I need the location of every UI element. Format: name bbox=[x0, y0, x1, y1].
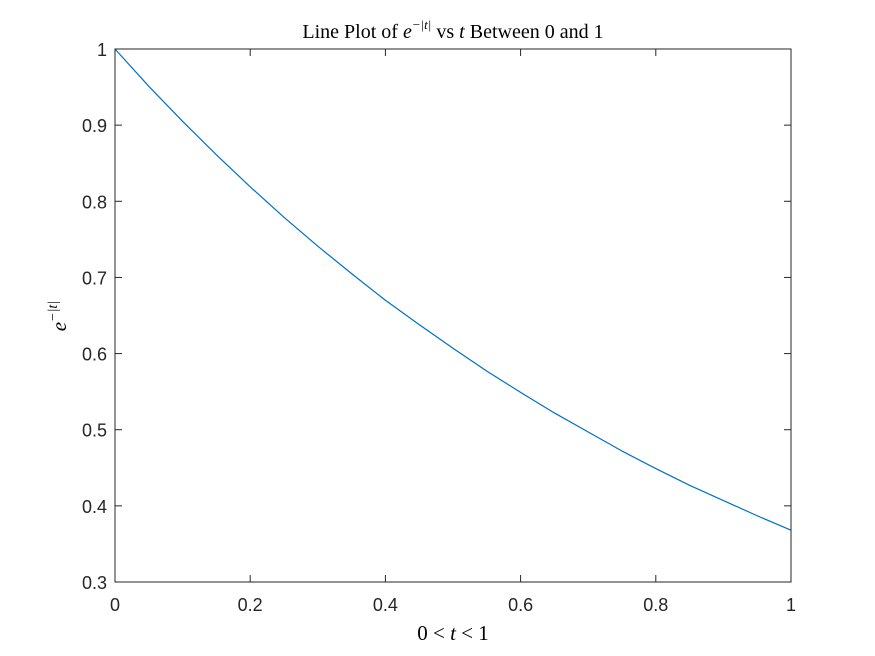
y-tick-label: 0.5 bbox=[82, 421, 107, 441]
y-tick-label: 0.3 bbox=[82, 573, 107, 593]
ylabel-exponent: −|t| bbox=[46, 301, 61, 322]
chart-title: Line Plot of e−|t| vs t Between 0 and 1 bbox=[302, 17, 603, 43]
x-tick-label: 0.8 bbox=[643, 595, 668, 615]
y-tick-label: 0.8 bbox=[82, 192, 107, 212]
ticks: 0 0.2 0.4 0.6 0.8 1 0.3 0.4 0.5 0.6 0.7 0.8 0.9 1 bbox=[82, 40, 796, 615]
y-tick-label: 1 bbox=[97, 40, 107, 60]
y-tick-label: 0.9 bbox=[82, 116, 107, 136]
axes-box bbox=[114, 48, 792, 583]
xlabel-lt-1: < bbox=[428, 621, 450, 645]
x-tick-label: 1 bbox=[786, 595, 796, 615]
xlabel-t: t bbox=[450, 621, 457, 645]
x-tick-label: 0.2 bbox=[238, 595, 263, 615]
y-axis-label: e−|t| bbox=[46, 301, 71, 331]
title-pre: Line Plot of bbox=[302, 21, 403, 43]
plot-area bbox=[115, 49, 791, 582]
title-exponent: −|t| bbox=[412, 17, 432, 32]
y-tick-label: 0.6 bbox=[82, 345, 107, 365]
x-tick-label: 0 bbox=[110, 595, 120, 615]
ylabel-e: e bbox=[47, 322, 71, 331]
y-tick-label: 0.4 bbox=[82, 497, 107, 517]
series-layer bbox=[114, 48, 792, 531]
title-mid: vs bbox=[431, 21, 459, 43]
y-tick-label: 0.7 bbox=[82, 268, 107, 288]
x-axis-label: 0 < t < 1 bbox=[417, 621, 489, 645]
title-t: t bbox=[459, 21, 465, 43]
title-e: e bbox=[403, 21, 412, 43]
xlabel-lt-2: < bbox=[456, 621, 478, 645]
xlabel-b: 1 bbox=[478, 621, 489, 645]
xlabel-a: 0 bbox=[417, 621, 428, 645]
x-tick-label: 0.6 bbox=[508, 595, 533, 615]
title-post: Between 0 and 1 bbox=[465, 21, 604, 43]
series-line bbox=[114, 48, 792, 531]
x-tick-label: 0.4 bbox=[373, 595, 398, 615]
